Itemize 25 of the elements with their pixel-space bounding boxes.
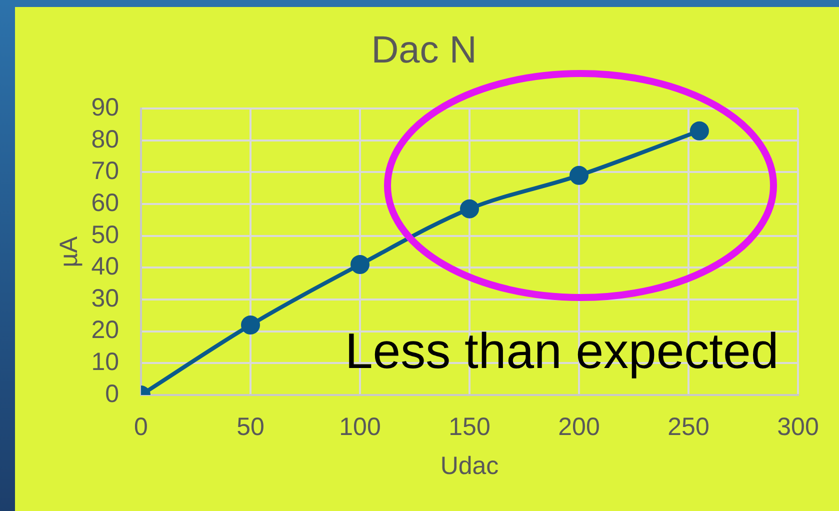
x-tick-label: 250 [668,412,710,441]
point [350,255,370,274]
y-tick-label: 90 [91,93,119,122]
x-tick-label: 300 [777,412,819,441]
point [460,199,479,218]
x-axis-title: Udac [440,452,499,480]
x-tick-label: 200 [558,412,600,441]
y-tick-label: 10 [91,348,119,376]
chart-title: Dac N [371,29,477,72]
y-tick-label: 20 [91,316,119,344]
y-tick-label: 0 [105,380,119,408]
x-tick-label: 50 [236,412,264,441]
y-tick-label: 60 [91,188,119,217]
y-tick-label: 40 [91,252,119,281]
y-axis-title: µA [54,236,83,268]
point [241,315,260,334]
y-tick-label: 50 [91,220,119,249]
y-tick-label: 80 [91,125,119,154]
x-tick-label: 150 [448,412,490,441]
x-tick-label: 0 [134,412,148,441]
y-tick-label: 70 [91,157,119,186]
x-tick-label: 100 [339,412,381,441]
point [690,121,709,140]
y-tick-label: 30 [91,284,119,312]
point [570,166,588,185]
